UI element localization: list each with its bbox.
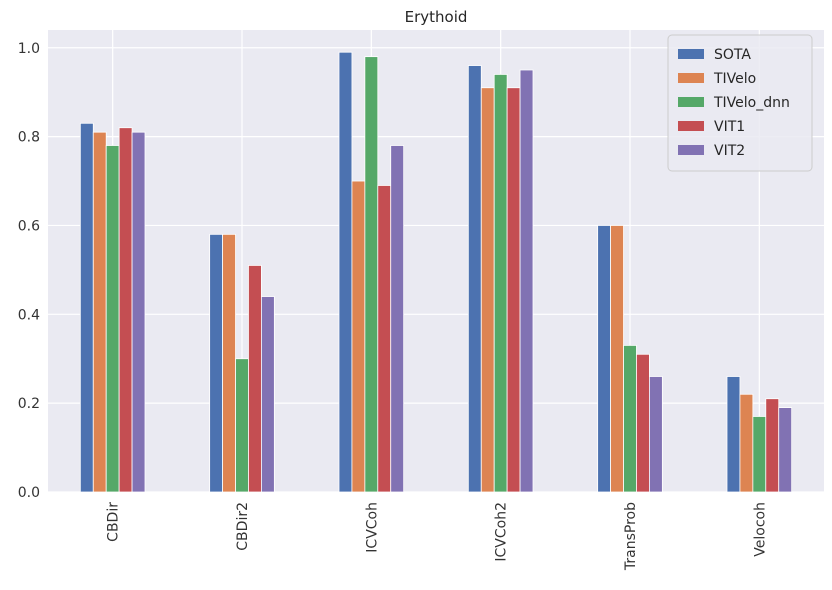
bar-tivelo-dnn-velocoh	[752, 416, 767, 493]
bar-tivelo-transprob	[610, 225, 624, 493]
bar-vit2-icvcoh2	[519, 69, 534, 493]
bar-tivelo-cbdir2	[222, 233, 236, 493]
bar-vit1-cbdir2	[248, 265, 262, 493]
chart-title: Erythoid	[405, 8, 468, 26]
bar-vit2-cbdir2	[260, 296, 275, 493]
legend-label: TIVelo_dnn	[713, 95, 790, 111]
bar-sota-icvcoh	[338, 51, 353, 493]
bar-vit2-transprob	[649, 376, 663, 493]
bar-tivelo-dnn-icvcoh	[364, 56, 379, 493]
x-tick-labels: CBDir CBDir2 ICVCoh ICVCoh2 TransProb Velocoh	[106, 502, 769, 571]
bar-tivelo-dnn-icvcoh2	[493, 74, 508, 493]
legend-label: VIT1	[714, 119, 745, 135]
x-tick-label: ICVCoh	[364, 502, 380, 553]
bar-sota-cbdir2	[209, 233, 224, 493]
bar-vit2-cbdir	[131, 131, 146, 493]
legend-swatch	[678, 97, 704, 107]
bar-vit1-icvcoh	[377, 185, 392, 493]
x-tick-label: CBDir2	[235, 502, 251, 551]
bar-vit1-velocoh	[765, 398, 780, 493]
legend-label: TIVelo	[713, 71, 756, 87]
legend: SOTA TIVelo TIVelo_dnn VIT1 VIT2	[667, 34, 813, 172]
legend-box	[667, 34, 813, 172]
y-tick-labels: 0.0 0.2 0.4 0.6 0.8 1.0	[18, 41, 40, 501]
y-tick-label: 0.6	[18, 218, 40, 234]
bar-vit2-icvcoh	[390, 145, 405, 493]
x-tick-label: CBDir	[106, 502, 122, 542]
bar-vit1-transprob	[636, 353, 650, 493]
bar-tivelo-dnn-cbdir	[105, 145, 120, 493]
x-tick-label: Velocoh	[752, 502, 768, 557]
y-tick-label: 0.8	[18, 130, 40, 146]
bar-tivelo-icvcoh	[351, 180, 366, 493]
bar-tivelo-dnn-cbdir2	[235, 358, 249, 493]
bar-sota-transprob	[597, 225, 612, 493]
legend-swatch	[678, 49, 704, 59]
y-tick-label: 0.4	[18, 307, 40, 323]
bar-sota-icvcoh2	[467, 65, 482, 493]
bars	[79, 51, 793, 493]
x-tick-label: TransProb	[623, 502, 639, 571]
bar-sota-cbdir	[79, 122, 94, 493]
bar-tivelo-dnn-transprob	[623, 345, 637, 493]
bar-sota-velocoh	[726, 376, 741, 493]
bar-vit1-icvcoh2	[506, 87, 521, 493]
legend-swatch	[678, 73, 704, 83]
legend-label: SOTA	[714, 47, 751, 63]
legend-swatch	[678, 121, 704, 131]
y-tick-label: 1.0	[18, 41, 40, 57]
bar-tivelo-cbdir	[92, 131, 107, 493]
bar-tivelo-icvcoh2	[480, 87, 495, 493]
x-tick-label: ICVCoh2	[494, 502, 510, 562]
y-tick-label: 0.2	[18, 396, 40, 412]
bar-vit2-velocoh	[778, 407, 793, 493]
legend-label: VIT2	[714, 143, 745, 159]
legend-swatch	[678, 145, 704, 155]
y-tick-label: 0.0	[18, 485, 40, 501]
bar-tivelo-velocoh	[739, 393, 754, 493]
bar-vit1-cbdir	[118, 127, 133, 493]
